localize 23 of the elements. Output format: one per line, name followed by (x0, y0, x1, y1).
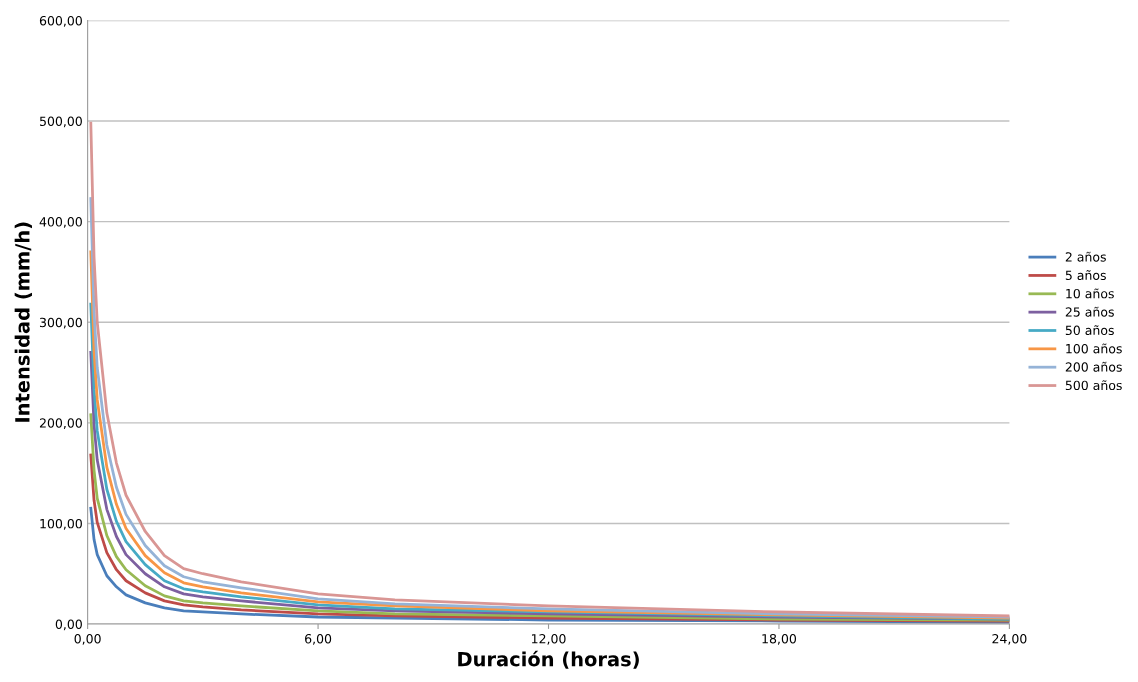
legend-label: 200 años (1065, 361, 1122, 372)
legend-label: 25 años (1065, 306, 1114, 317)
legend-label: 500 años (1065, 380, 1122, 391)
line-series (89, 121, 1010, 618)
y-tick-label: 600,00 (39, 15, 82, 27)
y-axis-title: Intensidad (mm/h) (14, 222, 32, 422)
x-axis-title: Duración (horas) (458, 650, 639, 669)
x-tick-label: 0,00 (74, 633, 101, 645)
y-tick-label: 300,00 (39, 317, 82, 329)
y-tick-label: 500,00 (39, 116, 82, 128)
legend-label: 2 años (1065, 251, 1106, 262)
legend-label: 100 años (1066, 343, 1122, 354)
y-tick-label: 400,00 (39, 217, 82, 228)
x-tick-label: 12,00 (532, 633, 566, 645)
y-tick-label: 200,00 (39, 418, 82, 430)
x-tick-label: 18,00 (762, 633, 797, 645)
legend-label: 10 años (1066, 288, 1114, 299)
x-tick-label: 6,00 (305, 633, 332, 645)
y-tick-label: 100,00 (40, 518, 82, 530)
legend-label: 5 años (1065, 270, 1106, 280)
y-tick-label: 0,00 (55, 619, 82, 631)
x-tick-label: 24,00 (992, 633, 1027, 645)
legend-label: 50 años (1065, 325, 1114, 336)
